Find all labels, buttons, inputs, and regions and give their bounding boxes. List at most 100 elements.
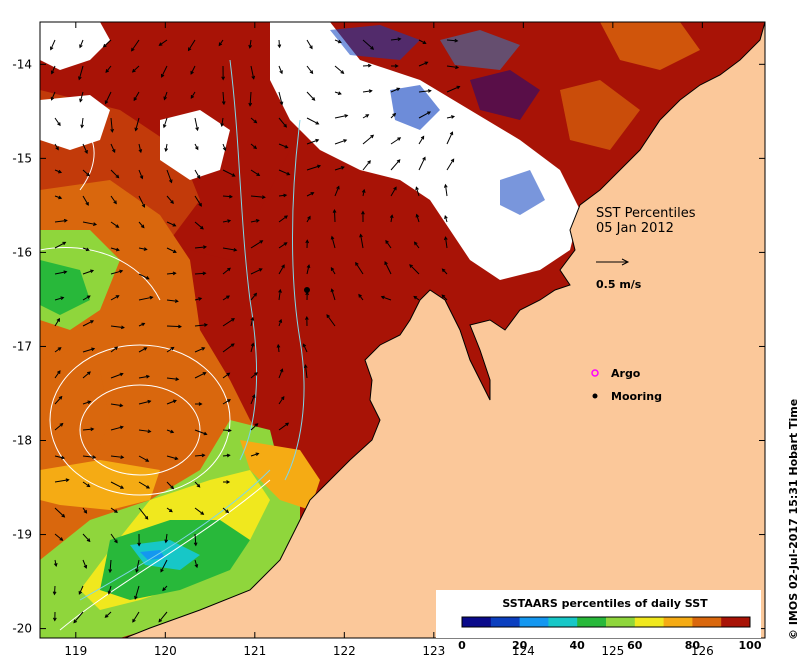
current-arrow (190, 91, 196, 99)
current-arrowhead (361, 210, 365, 215)
current-arrowhead (226, 480, 231, 484)
current-arrowhead (361, 188, 366, 193)
current-arrowhead (250, 342, 255, 347)
current-arrow (138, 429, 151, 433)
current-arrowhead (202, 271, 207, 276)
current-arrowhead (146, 485, 151, 489)
current-arrowhead (131, 47, 135, 52)
current-arrow (135, 117, 140, 131)
current-arrowhead (220, 123, 224, 128)
argo-symbol (591, 369, 599, 377)
current-arrow (138, 195, 145, 208)
current-arrow (110, 481, 124, 489)
current-arrow (54, 370, 61, 379)
current-arrow (334, 39, 342, 43)
current-arrowhead (302, 343, 307, 348)
current-arrowhead (315, 138, 320, 143)
current-arrow (250, 240, 263, 249)
colorbar-tick-label: 100 (739, 639, 762, 652)
current-arrowhead (307, 215, 311, 220)
current-arrowhead (251, 394, 256, 399)
current-arrowhead (190, 94, 195, 99)
current-arrowhead (330, 288, 335, 293)
current-arrowhead (277, 44, 282, 49)
current-arrow (250, 423, 258, 431)
current-arrow (166, 481, 174, 489)
current-arrow (418, 136, 425, 145)
current-arrow (108, 585, 112, 594)
current-arrow (250, 169, 260, 176)
current-arrowhead (413, 241, 418, 246)
current-arrow (415, 187, 420, 197)
current-arrowhead (115, 174, 120, 179)
current-arrowhead (164, 147, 169, 153)
current-arrow (222, 267, 231, 275)
current-arrowhead (119, 425, 124, 430)
current-arrowhead (456, 85, 461, 90)
current-arrowhead (149, 295, 154, 300)
current-arrowhead (443, 183, 448, 188)
current-arrow (302, 343, 308, 353)
current-arrowhead (202, 245, 207, 249)
current-arrow (54, 396, 63, 405)
current-arrow (54, 241, 66, 249)
credit-text: © IMOS 02-Jul-2017 15:31 Hobart Time (787, 399, 800, 640)
current-arrowhead (57, 122, 61, 127)
current-arrowhead (256, 172, 261, 177)
y-tick-label: -17 (12, 339, 32, 353)
current-arrowhead (393, 186, 397, 191)
current-arrow (82, 428, 94, 431)
current-arrowhead (170, 200, 174, 205)
current-arrow (250, 293, 257, 301)
current-arrow (418, 90, 431, 93)
current-arrowhead (90, 427, 95, 432)
x-tick-label: 122 (333, 644, 356, 658)
current-arrowhead (202, 372, 207, 376)
current-arrow (250, 317, 254, 327)
current-arrowhead (147, 399, 152, 404)
colorbar-swatch (634, 617, 665, 627)
current-arrowhead (90, 320, 95, 324)
current-arrowhead (309, 45, 313, 50)
current-arrowhead (193, 542, 198, 547)
current-arrow (331, 289, 336, 301)
current-arrow (78, 585, 84, 595)
y-tick-label: -14 (12, 57, 32, 71)
current-arrowhead (143, 247, 148, 251)
current-arrowhead (200, 511, 205, 515)
current-arrowhead (141, 203, 146, 208)
current-arrowhead (415, 186, 419, 191)
current-arrow (250, 143, 257, 149)
current-arrow (51, 91, 56, 101)
current-arrowhead (286, 171, 291, 176)
current-arrowhead (279, 368, 284, 373)
current-arrow (390, 87, 400, 93)
colorbar-swatch (548, 617, 578, 627)
current-arrow (132, 611, 140, 623)
current-arrow (306, 39, 313, 49)
colorbar-swatch (577, 617, 607, 627)
current-arrow (110, 455, 124, 458)
current-arrowhead (278, 318, 283, 323)
plot-frame (39, 21, 766, 639)
current-arrow (444, 184, 448, 197)
current-arrow (278, 422, 289, 431)
current-arrowhead (145, 276, 150, 280)
current-arrow (306, 91, 315, 101)
current-arrow (362, 160, 371, 171)
current-arrowhead (443, 236, 448, 241)
current-arrowhead (198, 202, 202, 207)
current-arrow (82, 481, 90, 487)
current-arrow (82, 295, 91, 301)
y-axis: -14 -15 -16 -17 -18 -19 -20 (12, 57, 765, 636)
current-arrowhead (253, 119, 258, 124)
current-arrow (194, 533, 197, 546)
current-arrowhead (253, 292, 258, 297)
colorbar-swatch (692, 617, 722, 627)
current-arrow (330, 267, 336, 275)
current-arrowhead (427, 89, 432, 93)
current-arrow (110, 169, 119, 179)
current-arrow (418, 111, 431, 119)
current-arrowhead (115, 247, 120, 252)
current-arrow (82, 533, 91, 542)
